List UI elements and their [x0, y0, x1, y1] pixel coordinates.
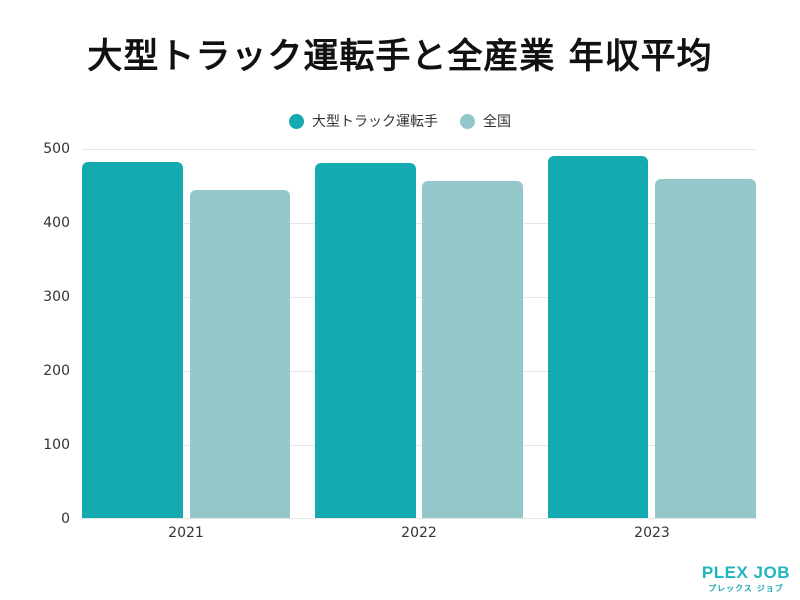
bar-2023-truck-driver[interactable]	[548, 155, 648, 518]
gridline-400	[82, 223, 756, 224]
y-tick-100: 100	[43, 437, 70, 453]
x-tick-2021: 2021	[168, 525, 204, 541]
logo-main-text: PLEX JOB	[701, 563, 790, 582]
plex-job-logo: PLEX JOB プレックス ジョブ	[702, 563, 790, 594]
x-tick-2022: 2022	[401, 525, 437, 541]
x-tick-2023: 2023	[634, 525, 670, 541]
legend-swatch-truck-driver-icon	[289, 113, 304, 129]
gridline-200	[82, 371, 756, 372]
bar-2021-national[interactable]	[190, 189, 290, 518]
chart-title: 大型トラック運転手と全産業 年収平均	[87, 37, 713, 77]
gridline-0	[82, 518, 756, 519]
gridline-300	[82, 297, 756, 298]
chart-legend: 大型トラック運転手 全国	[0, 111, 800, 131]
legend-label-national: 全国	[483, 114, 511, 130]
legend-label-truck-driver: 大型トラック運転手	[312, 114, 438, 130]
legend-item-national[interactable]: 全国	[460, 111, 511, 131]
bar-2021-truck-driver[interactable]	[82, 162, 183, 518]
y-tick-500: 500	[43, 141, 70, 157]
bar-2023-national[interactable]	[655, 178, 756, 518]
gridline-500	[82, 149, 756, 150]
bar-2022-national[interactable]	[422, 180, 523, 518]
plot-area	[82, 149, 756, 519]
bar-2022-truck-driver[interactable]	[315, 163, 416, 518]
legend-item-truck-driver[interactable]: 大型トラック運転手	[289, 111, 438, 131]
gridline-100	[82, 445, 756, 446]
y-tick-400: 400	[43, 215, 70, 231]
logo-sub-text: プレックス ジョブ	[708, 584, 784, 593]
y-tick-0: 0	[61, 511, 70, 527]
legend-swatch-national-icon	[460, 113, 475, 129]
y-tick-300: 300	[43, 289, 70, 305]
y-tick-200: 200	[43, 363, 70, 379]
